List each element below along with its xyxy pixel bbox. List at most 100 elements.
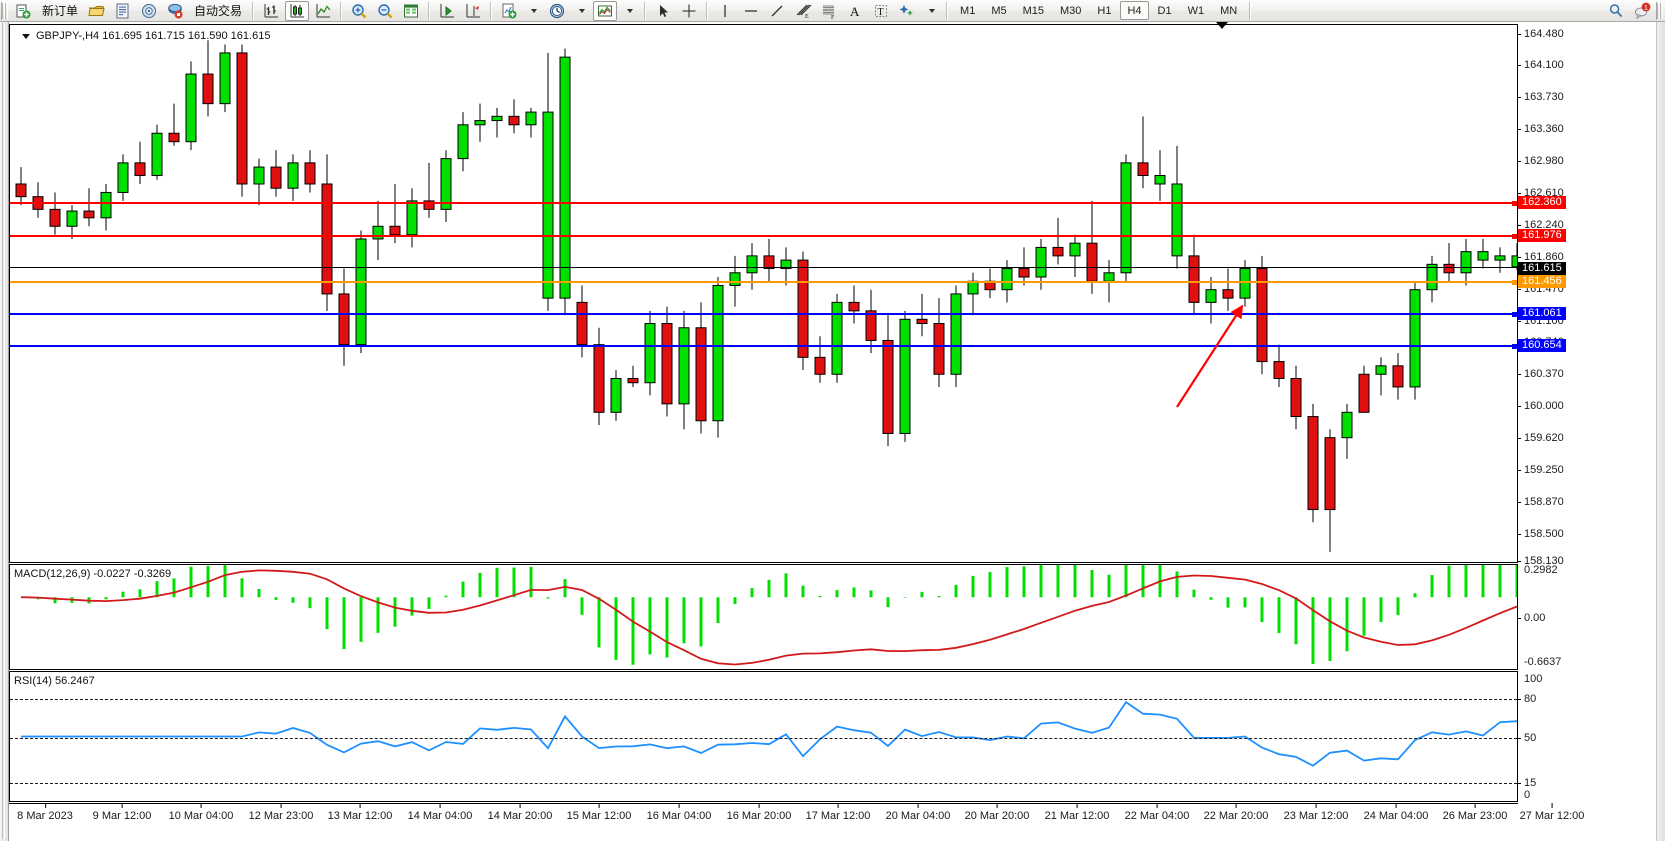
resistance-line-161976[interactable]: [10, 234, 1517, 239]
terminal-button[interactable]: [163, 1, 187, 21]
timeframe-h4[interactable]: H4: [1120, 1, 1149, 20]
chart-menu-caret-icon[interactable]: [22, 33, 30, 39]
text-button[interactable]: A: [843, 1, 867, 21]
chart-top-marker-icon: [1216, 22, 1228, 29]
toolbar-grip-right[interactable]: [1656, 1, 1663, 20]
new-order-icon: [16, 4, 31, 18]
zoom-out-button[interactable]: [373, 1, 397, 21]
rsi-tick: 100: [1524, 673, 1543, 685]
rsi-pane[interactable]: RSI(14) 56.2467: [9, 671, 1518, 802]
price-axis[interactable]: 164.480 164.100 163.730 163.360 162.980 …: [1518, 24, 1578, 567]
line-handle[interactable]: [1512, 201, 1517, 206]
svg-text:E: E: [805, 14, 809, 20]
timeframe-mn[interactable]: MN: [1220, 4, 1238, 17]
crosshair-button[interactable]: [677, 1, 701, 21]
chart-area[interactable]: GBPJPY-,H4 161.695 161.715 161.590 161.6…: [0, 22, 1665, 841]
auto-scroll-icon: [466, 3, 481, 17]
timeframe-m1[interactable]: M1: [960, 4, 976, 17]
toolbar-divider-2: [340, 1, 343, 20]
new-order-label-button[interactable]: 新订单: [37, 1, 83, 21]
objects-dropdown[interactable]: [921, 1, 941, 21]
bullish-arrow-annotation[interactable]: [10, 25, 1517, 562]
rsi-level-15: [10, 783, 1517, 784]
search-button[interactable]: [1604, 1, 1628, 21]
add-indicator-dropdown[interactable]: [523, 1, 543, 21]
rsi-tick: 50: [1518, 733, 1536, 744]
vertical-line-button[interactable]: [713, 1, 737, 21]
timeframe-m15[interactable]: M15: [1022, 4, 1044, 17]
macd-axis[interactable]: 0.2982 0.00 -0.6637: [1518, 564, 1578, 670]
rsi-series: [21, 700, 1517, 767]
horizontal-line-button[interactable]: [739, 1, 763, 21]
fibonacci-fan-button[interactable]: F: [817, 1, 841, 21]
timeframe-w1[interactable]: W1: [1187, 4, 1205, 17]
time-label: 22 Mar 20:00: [1203, 803, 1269, 822]
svg-text:T: T: [878, 7, 884, 18]
toolbar-grip[interactable]: [1, 1, 8, 20]
time-axis[interactable]: 8 Mar 2023 9 Mar 12:00 10 Mar 04:00 12 M…: [9, 803, 1584, 839]
objects-icon: [899, 4, 913, 16]
charts-button[interactable]: [85, 1, 109, 21]
price-pane[interactable]: GBPJPY-,H4 161.695 161.715 161.590 161.6…: [9, 24, 1518, 563]
bar-chart-button[interactable]: [259, 1, 283, 21]
trendline-icon: [771, 5, 783, 16]
label-button[interactable]: T: [869, 1, 893, 21]
macd-tick: 0.2982: [1524, 564, 1558, 576]
mid-line-161456[interactable]: [10, 280, 1517, 285]
line-handle[interactable]: [1512, 344, 1517, 349]
resistance-line-162360[interactable]: [10, 201, 1517, 206]
toolbar-divider-3: [428, 1, 431, 20]
zoom-in-button[interactable]: [347, 1, 371, 21]
price-label-161456[interactable]: 161.456: [1518, 275, 1566, 288]
auto-scroll-button[interactable]: [461, 1, 485, 21]
price-label-160654[interactable]: 160.654: [1518, 339, 1566, 352]
new-order-button[interactable]: [11, 1, 35, 21]
timeframe-m5[interactable]: M5: [991, 4, 1007, 17]
time-axis-line: [9, 803, 1518, 804]
shift-end-button[interactable]: [435, 1, 459, 21]
objects-button[interactable]: [895, 1, 919, 21]
support-line-161061[interactable]: [10, 312, 1517, 317]
templates-button[interactable]: [593, 0, 618, 21]
fibonacci-button[interactable]: E: [791, 1, 815, 21]
time-label: 9 Mar 12:00: [92, 803, 152, 822]
support-line-160654[interactable]: [10, 344, 1517, 349]
rsi-axis[interactable]: 100 80 50 15 0: [1518, 671, 1578, 802]
templates-dropdown[interactable]: [619, 1, 639, 21]
trendline-button[interactable]: [765, 1, 789, 21]
grid-button[interactable]: [399, 1, 423, 21]
data-window-button[interactable]: [111, 1, 135, 21]
macd-pane[interactable]: MACD(12,26,9) -0.0227 -0.3269: [9, 564, 1518, 670]
macd-series: [20, 565, 1517, 666]
zoom-in-icon: [352, 3, 367, 18]
crosshair-icon: [682, 4, 696, 17]
time-label: 22 Mar 04:00: [1124, 803, 1190, 822]
timeframe-h1[interactable]: H1: [1097, 4, 1112, 17]
alerts-icon: 1: [1634, 2, 1651, 19]
cursor-button[interactable]: [651, 1, 675, 21]
data-window-icon: [116, 3, 129, 18]
time-label: 10 Mar 04:00: [168, 803, 234, 822]
price-label-161976[interactable]: 161.976: [1518, 229, 1566, 242]
price-label-162360[interactable]: 162.360: [1518, 196, 1566, 209]
auto-trading-button[interactable]: 自动交易: [189, 1, 247, 21]
toolbar-divider-8: [1249, 1, 1252, 20]
price-label-161061[interactable]: 161.061: [1518, 307, 1566, 320]
period-button[interactable]: [545, 1, 569, 21]
time-label: 16 Mar 04:00: [646, 803, 712, 822]
line-chart-button[interactable]: [311, 1, 335, 21]
line-handle[interactable]: [1512, 234, 1517, 239]
line-handle[interactable]: [1512, 280, 1517, 285]
line-handle[interactable]: [1512, 312, 1517, 317]
timeframe-d1[interactable]: D1: [1157, 4, 1172, 17]
navigator-button[interactable]: [137, 1, 161, 21]
zoom-out-icon: [378, 3, 393, 18]
alerts-button[interactable]: 1: [1630, 1, 1654, 21]
candlestick-chart-button[interactable]: [285, 0, 310, 21]
new-order-label: 新订单: [42, 4, 79, 18]
add-indicator-button[interactable]: [497, 1, 521, 21]
timeframe-m30[interactable]: M30: [1060, 4, 1082, 17]
chart-title-bar[interactable]: GBPJPY-,H4 161.695 161.715 161.590 161.6…: [22, 30, 270, 42]
period-dropdown[interactable]: [571, 1, 591, 21]
